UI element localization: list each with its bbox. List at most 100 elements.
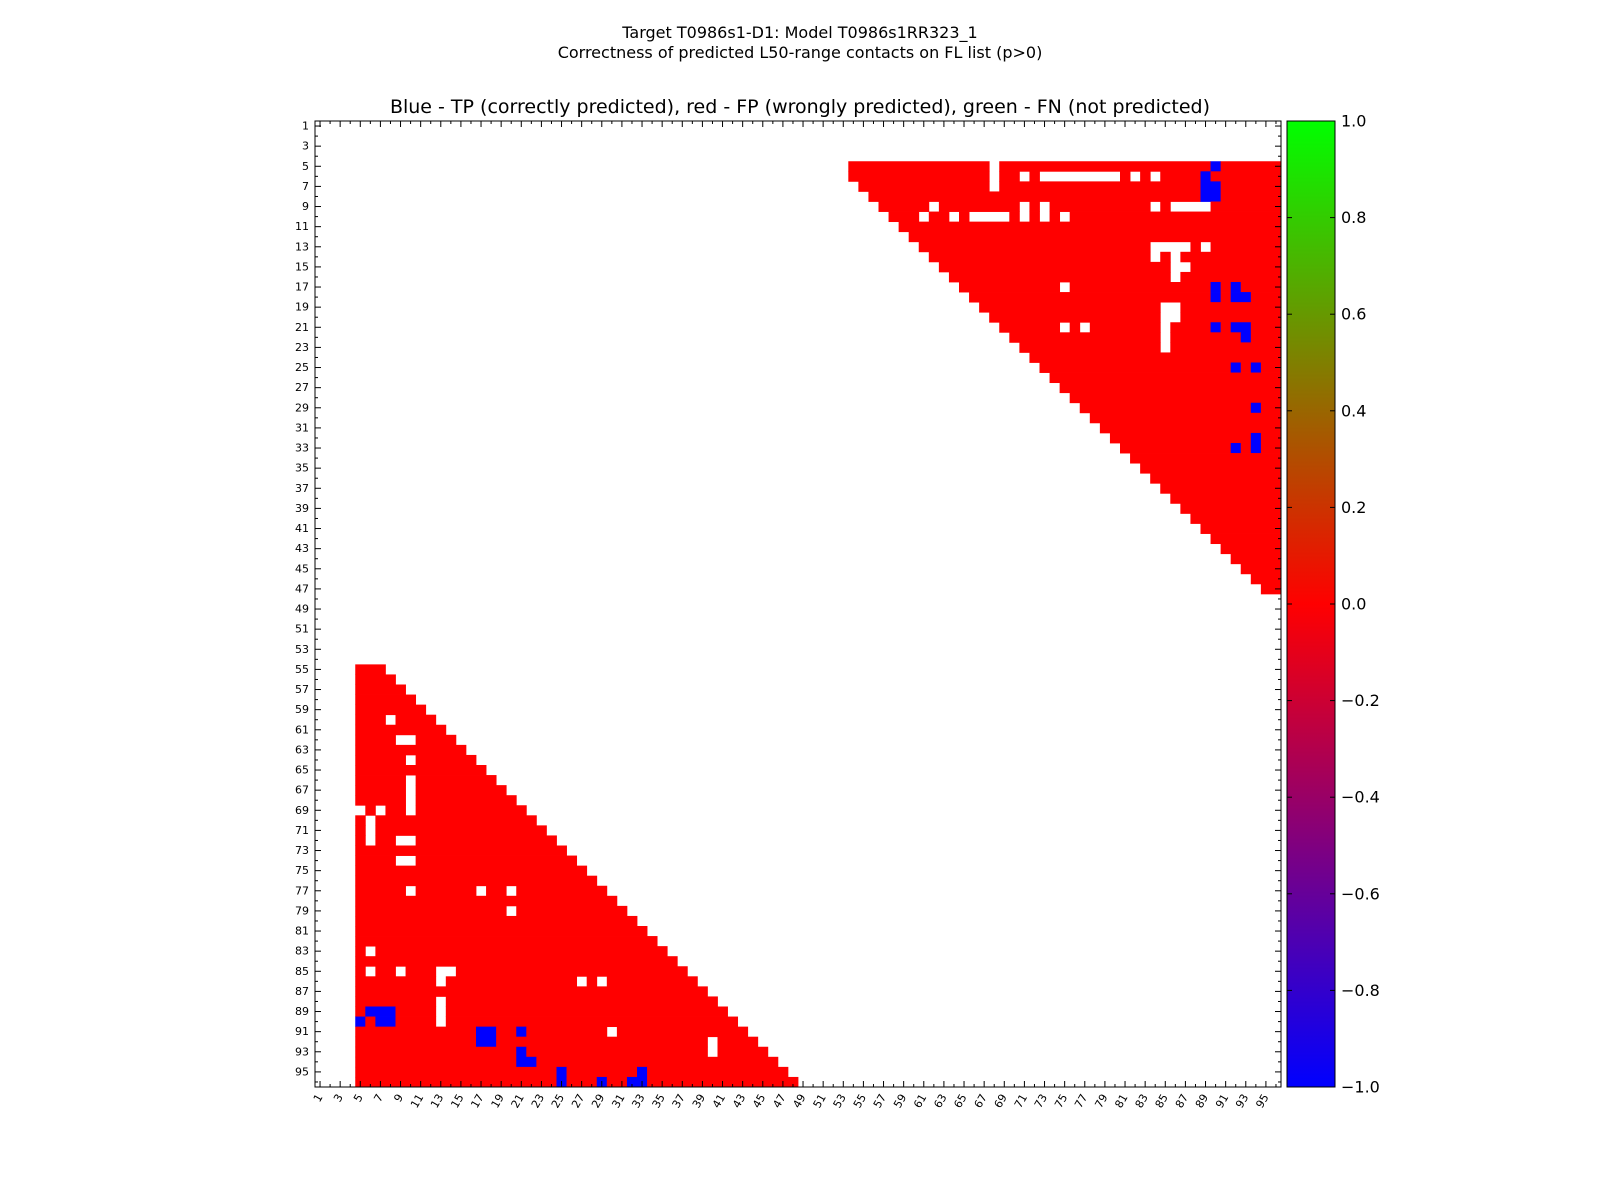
x-tick-label: 5: [351, 1092, 366, 1105]
heatmap-cell-fp: [1200, 523, 1282, 534]
x-tick-label: 35: [650, 1092, 668, 1111]
heatmap-cell-fp: [355, 926, 648, 937]
heatmap-cell-fp: [1059, 382, 1282, 394]
heatmap-cell-fp: [415, 775, 497, 786]
heatmap-cell-fp: [1099, 422, 1282, 434]
heatmap-cell-fp: [355, 734, 396, 746]
x-tick-label: 85: [1153, 1092, 1171, 1111]
heatmap-cell-fp: [959, 282, 1061, 293]
y-tick-label: 21: [295, 321, 309, 334]
heatmap-cell-fp: [1089, 322, 1161, 333]
y-tick-label: 71: [295, 824, 309, 837]
heatmap-cell-fp: [1210, 201, 1282, 212]
heatmap-cell-fp: [355, 845, 567, 856]
x-tick-label: 13: [428, 1092, 446, 1111]
y-tick-label: 63: [295, 743, 309, 756]
heatmap-cell-fp: [415, 855, 578, 867]
heatmap-cell-tp: [1200, 181, 1222, 192]
heatmap-cell-fp: [355, 1076, 557, 1088]
x-tick-label: 49: [790, 1092, 808, 1111]
heatmap-cell-fp: [526, 1046, 708, 1058]
heatmap-cell-fp: [1240, 563, 1282, 575]
y-tick-label: 57: [295, 683, 309, 696]
heatmap-cell-fp: [355, 915, 638, 927]
heatmap-cell-fp: [647, 1066, 789, 1078]
y-tick-label: 83: [295, 945, 309, 958]
heatmap-cell-fp: [1250, 292, 1282, 303]
heatmap-cell-fp: [1069, 392, 1282, 404]
y-tick-label: 73: [295, 844, 309, 857]
heatmap-cell-fp: [455, 966, 688, 977]
colorbar-tick-label: −1.0: [1341, 1078, 1380, 1097]
colorbar-tick-label: −0.6: [1341, 884, 1380, 903]
heatmap-cell-fp: [415, 885, 477, 897]
heatmap-cell-fp: [999, 181, 1201, 192]
x-tick-label: 47: [770, 1092, 788, 1111]
heatmap-cell-fp: [355, 674, 396, 685]
y-tick-label: 31: [295, 421, 309, 434]
heatmap-cell-tp: [1210, 322, 1222, 333]
y-tick-label: 45: [295, 562, 309, 575]
y-tick-label: 11: [295, 220, 309, 233]
heatmap-cell-tp: [1230, 282, 1242, 293]
heatmap-cell-fp: [1009, 332, 1161, 343]
x-tick-label: 41: [710, 1092, 728, 1111]
y-tick-label: 89: [295, 1005, 309, 1018]
heatmap-cell-fp: [566, 1066, 638, 1078]
x-tick-label: 77: [1072, 1092, 1090, 1111]
x-tick-label: 27: [569, 1092, 587, 1111]
colorbar-tick-label: 0.2: [1341, 498, 1366, 517]
x-tick-label: 9: [391, 1092, 406, 1105]
heatmap-cell-fp: [1170, 342, 1282, 353]
heatmap-cell-fp: [1170, 493, 1282, 504]
heatmap-cell-fp: [1170, 322, 1211, 333]
heatmap-cell-fp: [999, 322, 1061, 333]
heatmap-cell-tp: [1210, 161, 1222, 172]
x-tick-label: 75: [1052, 1092, 1070, 1111]
heatmap-cell-fp: [1160, 171, 1201, 182]
x-tick-label: 19: [489, 1092, 507, 1111]
heatmap-cell-fp: [989, 312, 1161, 323]
heatmap-cell-fp: [918, 241, 1151, 253]
x-tick-label: 91: [1213, 1092, 1231, 1111]
heatmap-cell-fp: [355, 1066, 557, 1078]
heatmap-cell-tp: [1250, 402, 1262, 414]
heatmap-cell-fp: [606, 976, 698, 987]
heatmap-cell-tp: [476, 1036, 497, 1048]
y-tick-label: 49: [295, 603, 309, 616]
heatmap-cell-tp: [365, 1006, 396, 1017]
y-tick-label: 55: [295, 663, 309, 676]
heatmap-cell-fp: [355, 825, 366, 836]
y-tick-label: 37: [295, 482, 309, 495]
x-tick-label: 89: [1193, 1092, 1211, 1111]
heatmap-cell-tp: [375, 1016, 396, 1028]
y-tick-label: 17: [295, 281, 309, 294]
y-tick-label: 75: [295, 864, 309, 877]
y-tick-label: 81: [295, 925, 309, 938]
heatmap-cell-fp: [355, 714, 386, 726]
heatmap-cell-fp: [496, 1026, 517, 1038]
x-tick-label: 45: [750, 1092, 768, 1111]
heatmap-cell-fp: [415, 785, 507, 796]
heatmap-cell-fp: [979, 302, 1161, 313]
heatmap-cell-fp: [1220, 292, 1232, 303]
colorbar-tick-label: −0.2: [1341, 691, 1380, 710]
y-tick-label: 3: [302, 140, 309, 153]
heatmap-cell-fp: [415, 754, 477, 766]
heatmap-cell-fp: [415, 795, 517, 806]
heatmap-cell-tp: [1230, 362, 1242, 373]
y-tick-label: 85: [295, 965, 309, 978]
heatmap-cell-fp: [1260, 583, 1282, 595]
y-tick-label: 27: [295, 381, 309, 394]
heatmap-cell-fp: [365, 805, 376, 816]
heatmap-cell-fp: [415, 835, 557, 846]
x-tick-label: 39: [690, 1092, 708, 1111]
heatmap-cell-fp: [1190, 241, 1201, 253]
heatmap-cell-fp: [969, 292, 1211, 303]
heatmap-cell-tp: [1250, 443, 1262, 454]
heatmap-cell-tp: [637, 1066, 648, 1078]
axes-title: Blue - TP (correctly predicted), red - F…: [390, 96, 1210, 118]
y-tick-label: 9: [302, 200, 309, 213]
heatmap-cell-fp: [415, 734, 457, 746]
heatmap-cell-fp: [1170, 332, 1242, 343]
